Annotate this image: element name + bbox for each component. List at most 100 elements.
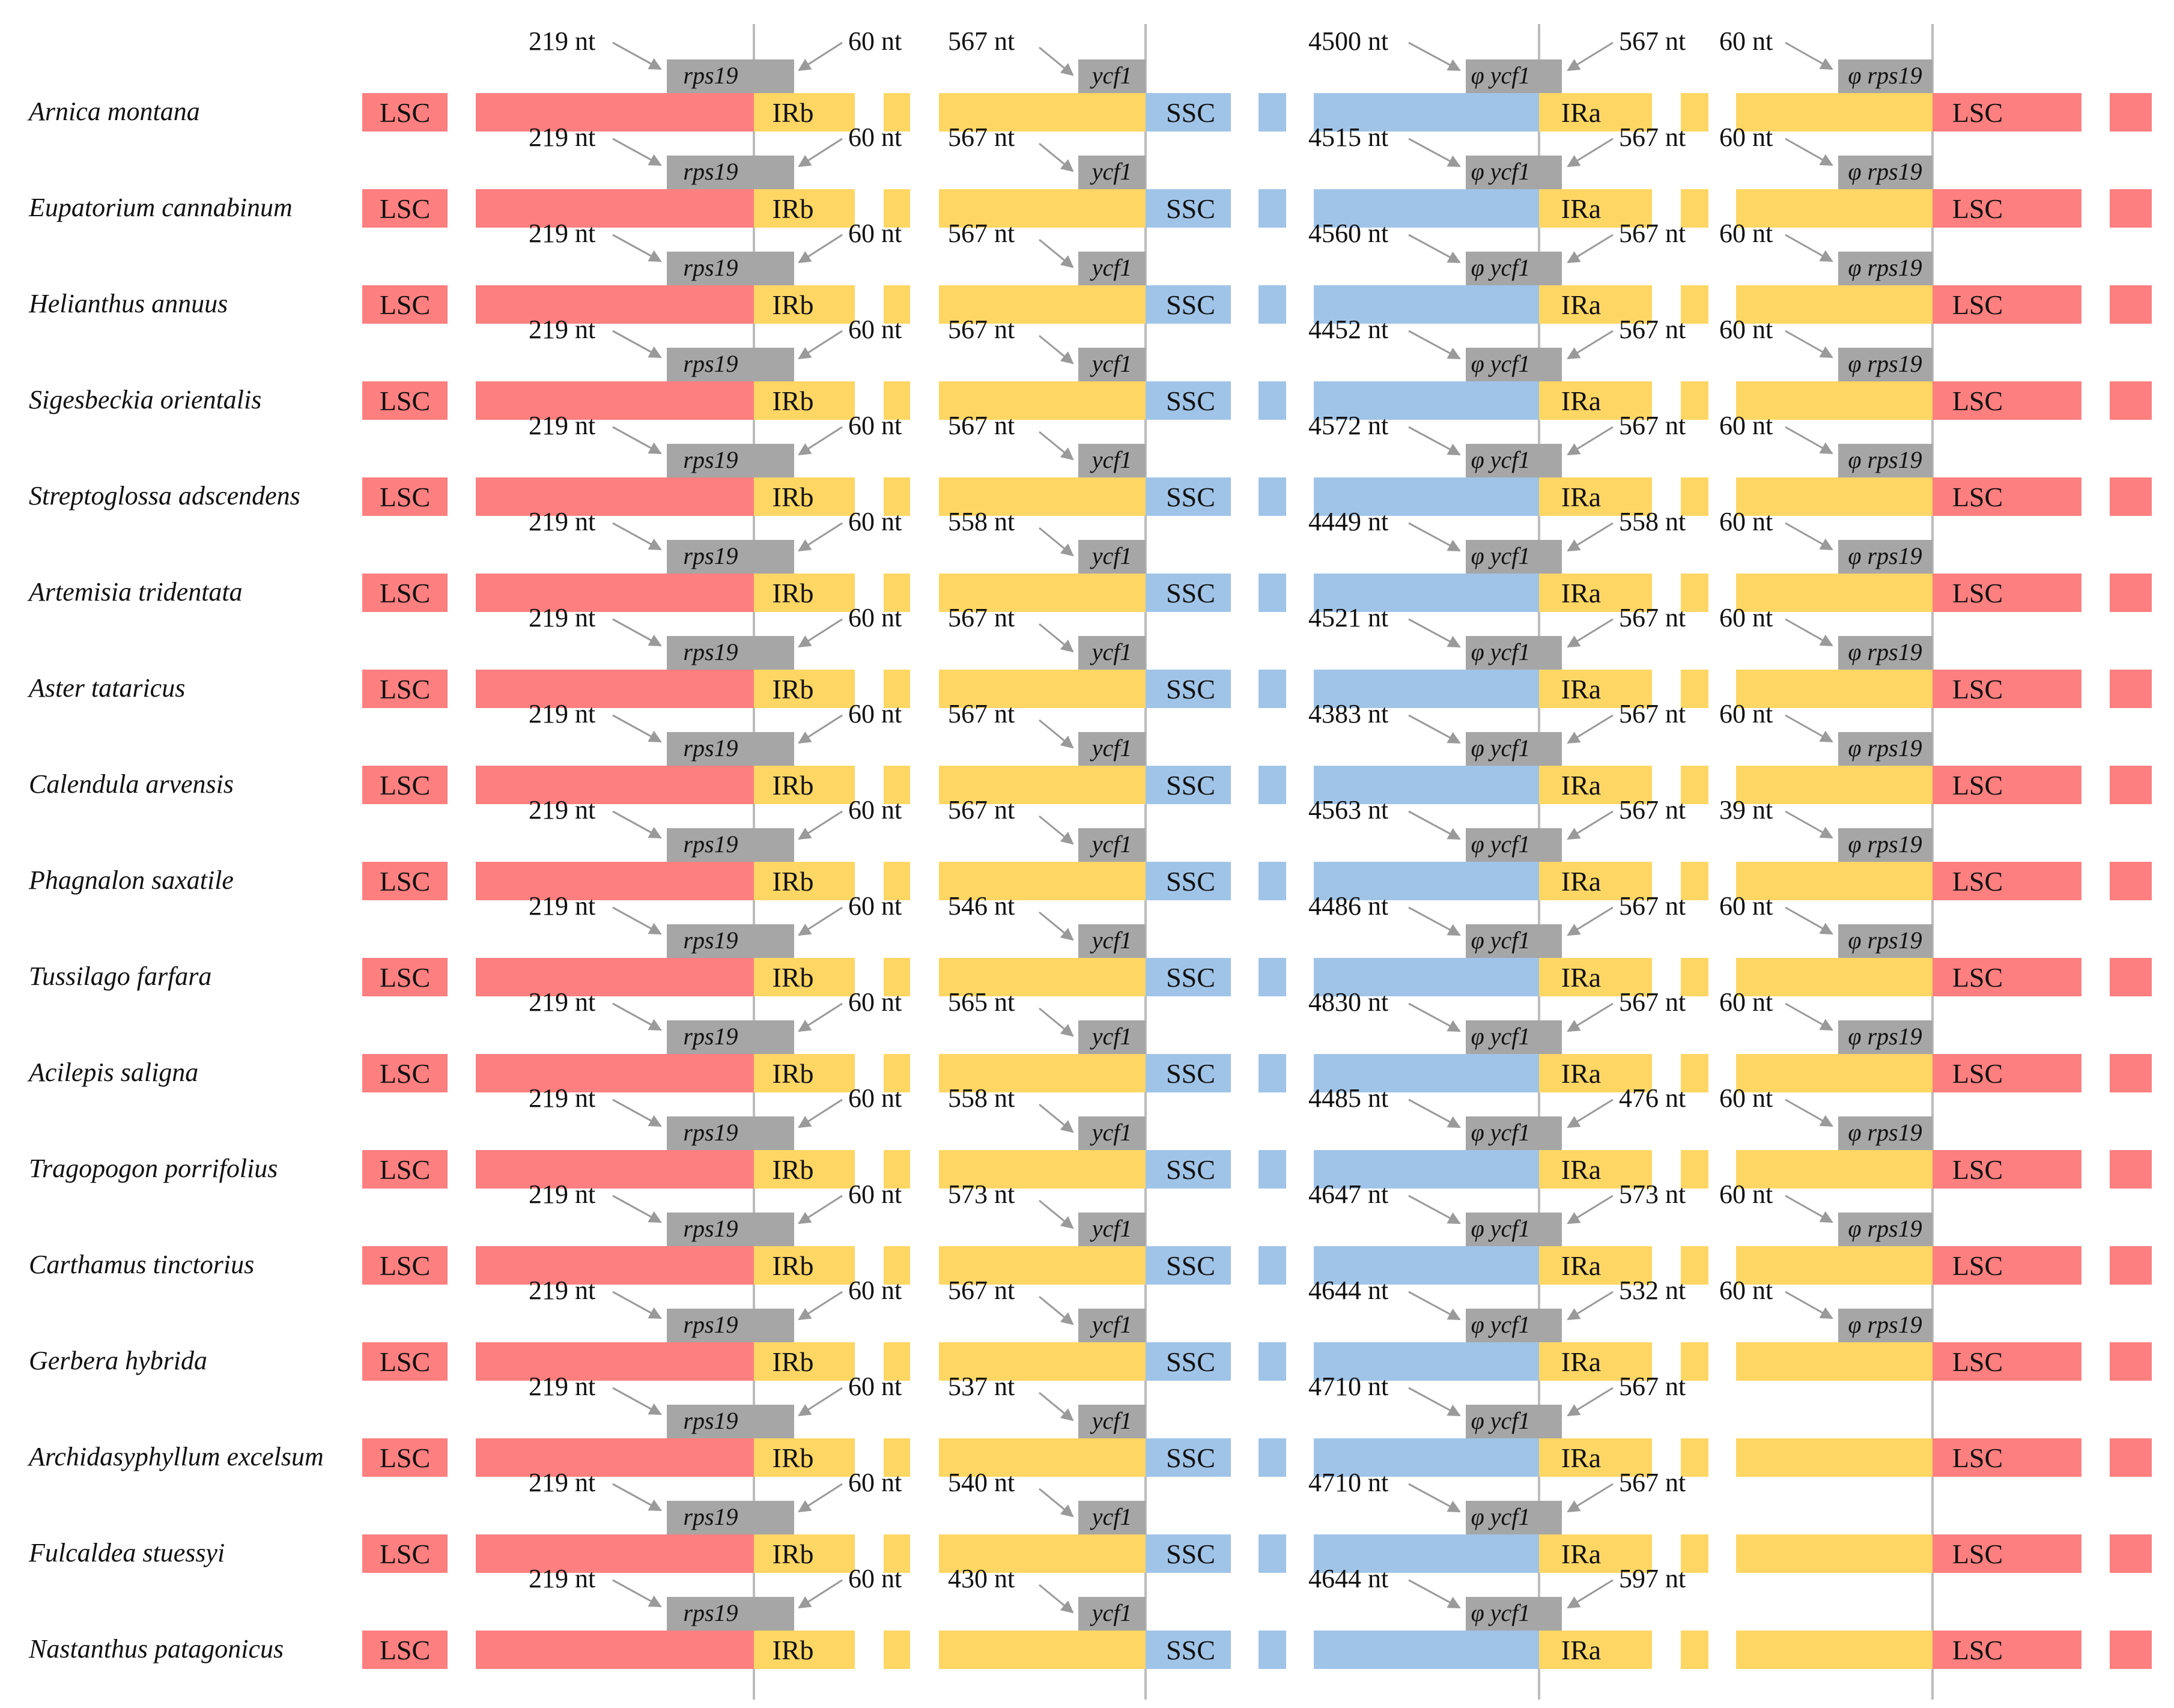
pointer-arrow — [1039, 527, 1074, 557]
psi-ycf1-ira-distance: 567 nt — [1619, 1468, 1686, 1497]
lsc-bar — [476, 574, 754, 612]
psi-ycf1-ssc-distance: 4647 nt — [1308, 1180, 1388, 1209]
lsc-right-block — [1933, 93, 2081, 132]
ira-label: IRa — [1561, 770, 1601, 801]
lsc-right-block — [1933, 285, 2081, 324]
psi-rps19-gene-label: φ rps19 — [1848, 542, 1922, 569]
ira-bar — [1539, 93, 1652, 132]
psi-ycf1-ira-distance: 573 nt — [1619, 1180, 1686, 1209]
lsc-right-block — [1933, 670, 2081, 708]
rps19-gene-label: rps19 — [683, 1407, 738, 1434]
irb-stub — [884, 1342, 910, 1381]
ycf1-irb-distance: 567 nt — [948, 603, 1015, 632]
rps19-gene-label: rps19 — [683, 1599, 738, 1626]
irb-label: IRb — [773, 482, 814, 512]
psi-ycf1-ssc-distance: 4830 nt — [1308, 987, 1388, 1017]
lsc-left-block — [362, 1631, 448, 1669]
psi-ycf1-gene — [1466, 1020, 1562, 1054]
ssc-left-label: SSC — [1166, 962, 1215, 993]
ira-stub — [1681, 1054, 1708, 1092]
species-name: Calendula arvensis — [29, 769, 234, 799]
irb-ycf1-bar — [939, 1150, 1146, 1189]
psi-ycf1-ira-distance: 567 nt — [1619, 891, 1686, 921]
rps19-gene-label: rps19 — [683, 734, 738, 762]
psi-rps19-ira-distance: 60 nt — [1719, 26, 1773, 56]
irb-label: IRb — [773, 578, 814, 608]
lsc-right-stub — [2110, 189, 2152, 228]
irb-stub — [884, 285, 910, 324]
irb-ycf1-bar — [939, 766, 1146, 804]
psi-ycf1-gene — [1466, 1405, 1562, 1438]
ira-bar — [1539, 1438, 1652, 1477]
lsc-bar — [476, 670, 754, 708]
psi-ycf1-gene-label: φ ycf1 — [1471, 1119, 1531, 1146]
psi-ycf1-gene-label: φ ycf1 — [1471, 831, 1531, 858]
psi-ycf1-ira-distance: 567 nt — [1619, 987, 1686, 1017]
irb-ycf1-bar — [939, 189, 1146, 228]
irb-bar — [754, 93, 855, 132]
psi-ycf1-gene — [1466, 252, 1562, 285]
irb-bar — [754, 1246, 855, 1285]
psi-ycf1-ssc-distance: 4449 nt — [1308, 507, 1388, 536]
pointer-arrow — [612, 1098, 662, 1127]
ycf1-irb-distance: 430 nt — [948, 1564, 1015, 1593]
ira-stub — [1681, 670, 1708, 708]
ssc-bar — [1314, 862, 1539, 900]
pointer-arrow — [612, 426, 662, 455]
pointer-arrow — [612, 1387, 662, 1416]
ssc-left-label: SSC — [1166, 1058, 1215, 1089]
rps19-gene — [667, 1309, 794, 1342]
rps19-gene-label: rps19 — [683, 927, 738, 954]
ycf1-gene-label: ycf1 — [1090, 1311, 1132, 1338]
irb-label: IRb — [773, 1443, 814, 1473]
pointer-arrow — [1567, 1291, 1614, 1321]
psi-rps19-gene — [1838, 540, 1933, 574]
rps19-gene-label: rps19 — [683, 62, 738, 89]
pointer-arrow — [1408, 234, 1461, 264]
ira-label: IRa — [1561, 386, 1601, 416]
lsc-left-label: LSC — [380, 1058, 430, 1089]
ira-label: IRa — [1561, 866, 1601, 897]
rps19-gene-label: rps19 — [683, 254, 738, 281]
pointer-arrow — [1785, 330, 1833, 359]
ycf1-gene — [1078, 828, 1146, 862]
psi-ycf1-ira-distance: 532 nt — [1619, 1276, 1686, 1305]
rps19-irb-distance: 60 nt — [848, 1564, 902, 1593]
psi-ycf1-ira-distance: 558 nt — [1619, 507, 1686, 536]
species-row: Arnica montana LSC IRb SSC IRa LSC rps19 ycf1 φ … — [27, 26, 2152, 132]
ira-rps19-bar — [1736, 766, 1933, 804]
irb-stub — [884, 381, 910, 420]
ira-rps19-bar — [1736, 381, 1933, 420]
irb-ycf1-bar — [939, 1246, 1146, 1285]
pointer-arrow — [1408, 138, 1461, 168]
lsc-left-label: LSC — [380, 1154, 430, 1185]
lsc-bar — [476, 766, 754, 804]
psi-rps19-ira-distance: 60 nt — [1719, 411, 1773, 440]
rps19-lsc-distance: 219 nt — [529, 315, 595, 344]
pointer-arrow — [1408, 714, 1461, 744]
ssc-left-label: SSC — [1166, 482, 1215, 512]
ira-stub — [1681, 477, 1708, 516]
ssc-stub — [1259, 1246, 1286, 1285]
psi-ycf1-ssc-distance: 4383 nt — [1308, 699, 1388, 728]
ssc-bar — [1314, 574, 1539, 612]
irb-bar — [754, 574, 855, 612]
ssc-bar — [1314, 381, 1539, 420]
lsc-right-stub — [2110, 1342, 2152, 1381]
ssc-left-block — [1146, 477, 1231, 516]
ycf1-gene — [1078, 156, 1146, 189]
ssc-left-block — [1146, 862, 1231, 900]
ssc-left-label: SSC — [1166, 1154, 1215, 1185]
pointer-arrow — [1408, 522, 1461, 552]
psi-ycf1-ssc-distance: 4710 nt — [1308, 1468, 1388, 1497]
pointer-arrow — [1039, 623, 1074, 653]
lsc-right-label: LSC — [1952, 1250, 2003, 1281]
pointer-arrow — [1408, 618, 1461, 648]
ssc-bar — [1314, 1246, 1539, 1285]
lsc-right-stub — [2110, 958, 2152, 996]
pointer-arrow — [612, 618, 662, 647]
lsc-right-stub — [2110, 1246, 2152, 1285]
lsc-left-label: LSC — [380, 1346, 430, 1377]
ira-rps19-bar — [1736, 670, 1933, 708]
lsc-right-label: LSC — [1952, 866, 2003, 897]
